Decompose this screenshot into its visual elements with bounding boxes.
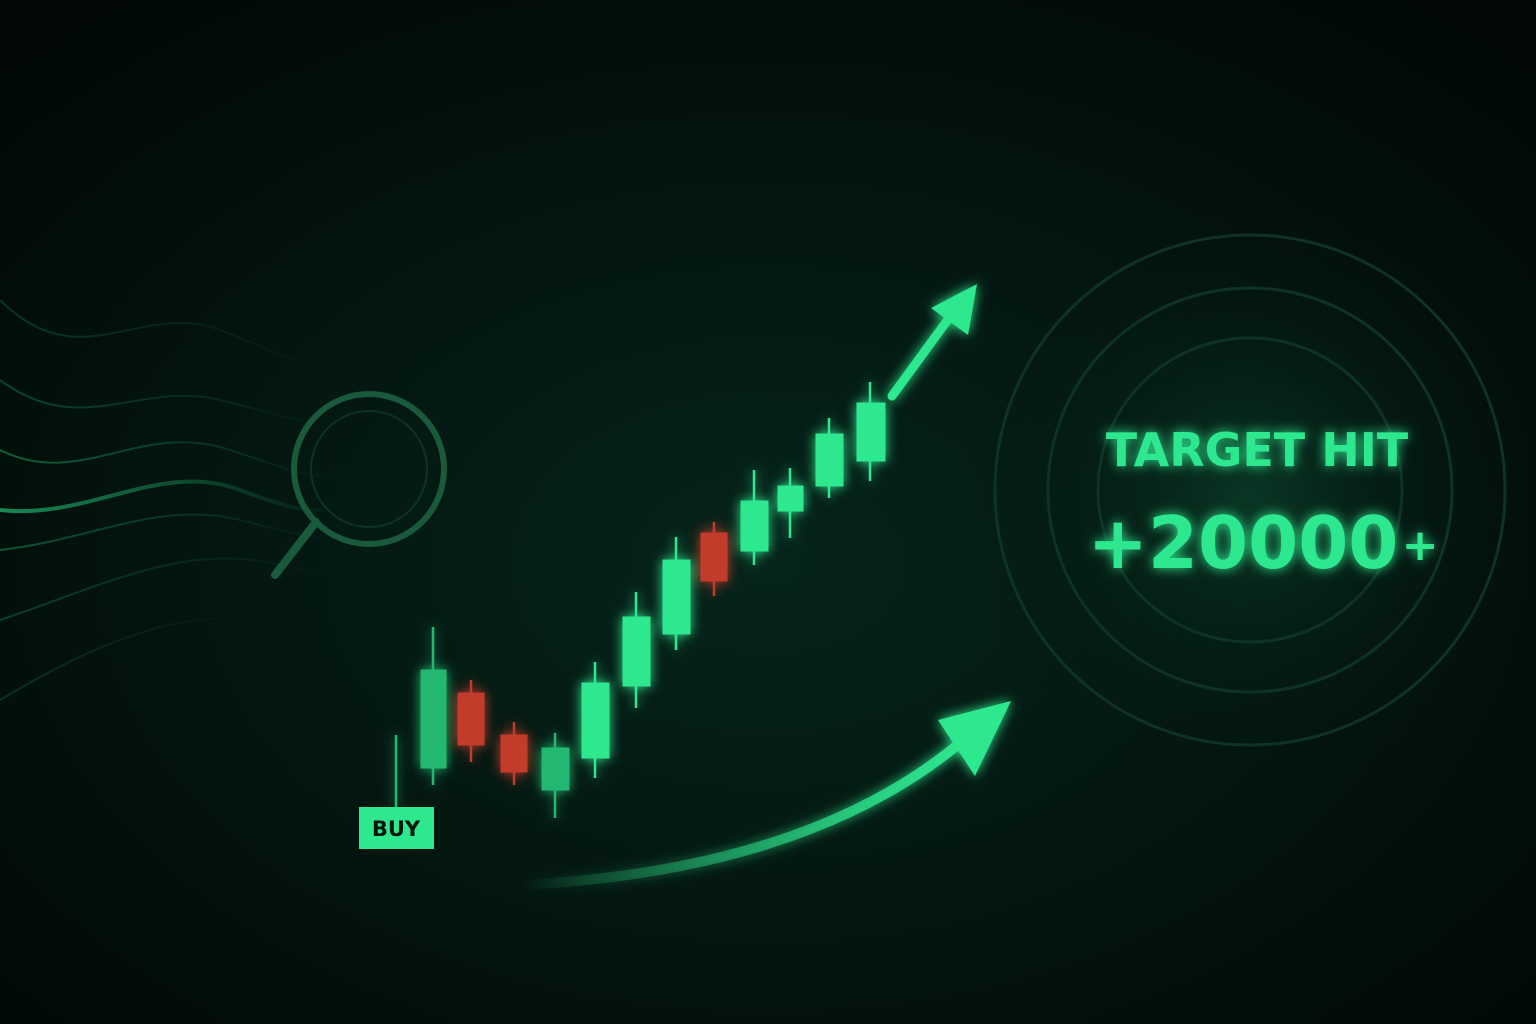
- target-suffix: +: [1402, 520, 1439, 571]
- candle: [541, 747, 570, 791]
- buy-badge: [359, 807, 434, 849]
- target-amount: +20000: [1088, 501, 1399, 585]
- curve-arrow: [515, 725, 980, 890]
- candle: [581, 682, 610, 759]
- candle: [856, 402, 886, 462]
- halo: [960, 210, 1536, 790]
- candle: [777, 485, 804, 512]
- candle: [815, 433, 844, 487]
- target-rings: [993, 233, 1507, 747]
- magnifier: [271, 391, 447, 579]
- target-text: TARGET HIT +20000 +: [1088, 423, 1439, 585]
- arrow-head: [938, 701, 1011, 776]
- candle: [700, 532, 728, 582]
- arrow-head: [931, 284, 977, 335]
- candle: [420, 669, 447, 769]
- arrows: [515, 284, 1011, 890]
- up-arrow: [887, 309, 957, 401]
- candle: [457, 692, 485, 746]
- candle: [500, 734, 528, 773]
- candle: [740, 500, 769, 552]
- candles: [394, 382, 886, 818]
- buy-label: BUY: [372, 817, 421, 841]
- target-title: TARGET HIT: [1106, 423, 1409, 477]
- candle: [662, 559, 691, 635]
- candle: [622, 616, 651, 687]
- waves: [0, 299, 341, 701]
